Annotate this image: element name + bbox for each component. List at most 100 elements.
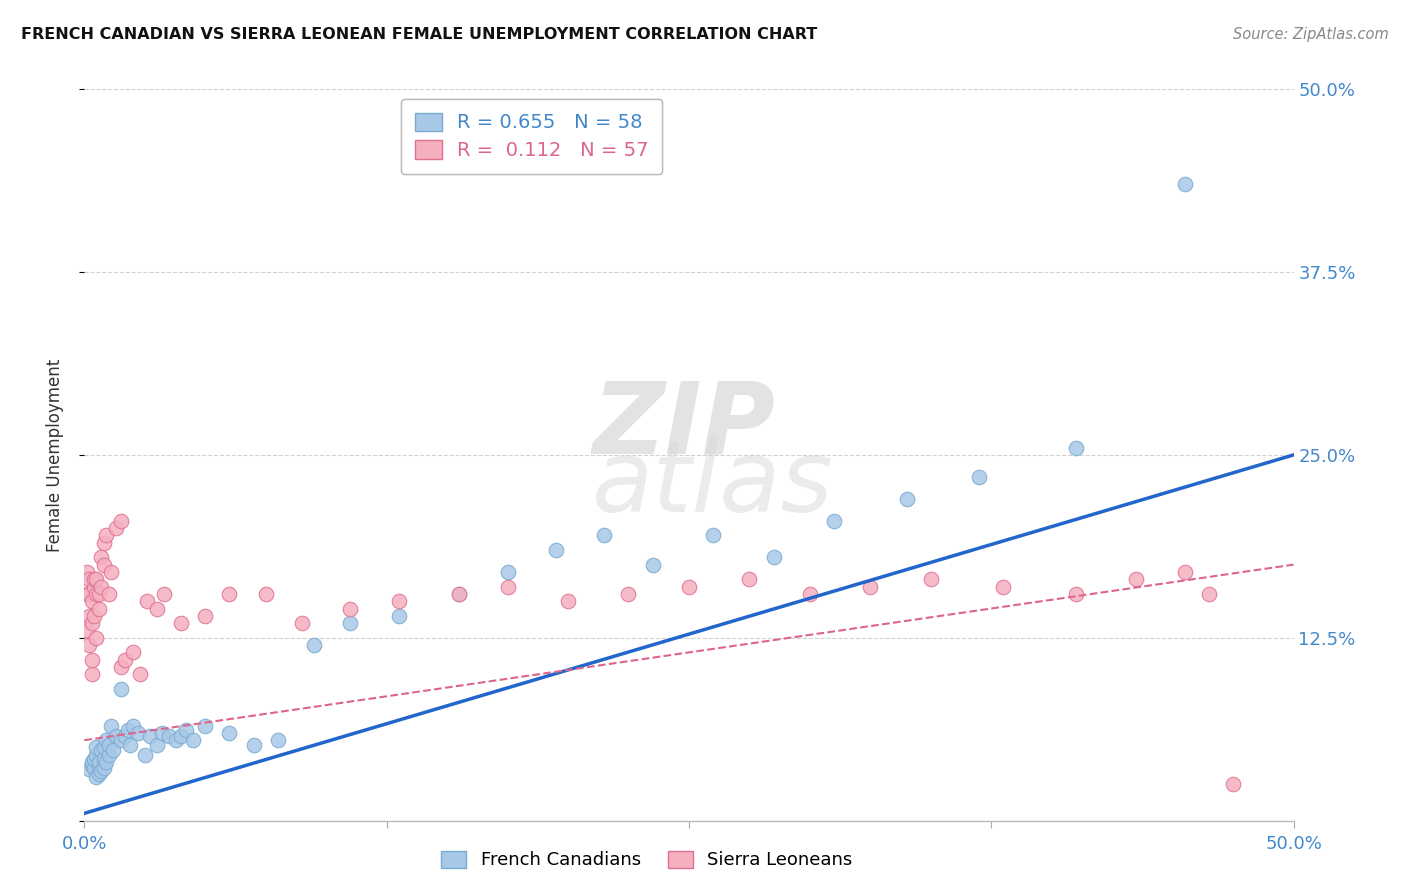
Point bbox=[174, 723, 197, 737]
Point bbox=[94, 528, 117, 542]
Y-axis label: Female Unemployment: Female Unemployment bbox=[45, 359, 63, 551]
Point bbox=[218, 726, 240, 740]
Point bbox=[339, 616, 361, 631]
Point bbox=[114, 729, 136, 743]
Point bbox=[80, 594, 103, 608]
Point bbox=[165, 733, 187, 747]
Point bbox=[129, 667, 152, 681]
Point bbox=[1198, 587, 1220, 601]
Point bbox=[80, 667, 103, 681]
Point bbox=[110, 660, 132, 674]
Point bbox=[738, 572, 761, 586]
Point bbox=[97, 747, 120, 762]
Point bbox=[86, 631, 108, 645]
Point bbox=[823, 514, 845, 528]
Point bbox=[194, 718, 217, 732]
Point bbox=[153, 587, 176, 601]
Point bbox=[104, 521, 127, 535]
Point bbox=[449, 587, 471, 601]
Point bbox=[859, 580, 882, 594]
Point bbox=[388, 608, 411, 623]
Point bbox=[97, 738, 120, 752]
Point bbox=[83, 761, 105, 775]
Point bbox=[134, 747, 156, 762]
Point bbox=[104, 729, 127, 743]
Point bbox=[77, 572, 100, 586]
Point bbox=[181, 733, 204, 747]
Point bbox=[170, 616, 193, 631]
Point bbox=[77, 638, 100, 652]
Point bbox=[110, 681, 132, 696]
Point bbox=[83, 580, 105, 594]
Text: atlas: atlas bbox=[592, 435, 834, 533]
Point bbox=[702, 528, 724, 542]
Point bbox=[920, 572, 942, 586]
Point bbox=[86, 770, 108, 784]
Point bbox=[254, 587, 277, 601]
Point bbox=[146, 601, 169, 615]
Point bbox=[496, 565, 519, 579]
Point bbox=[76, 565, 98, 579]
Point bbox=[97, 587, 120, 601]
Point bbox=[90, 743, 112, 757]
Point bbox=[302, 638, 325, 652]
Point bbox=[103, 743, 125, 757]
Point bbox=[90, 550, 112, 565]
Text: Source: ZipAtlas.com: Source: ZipAtlas.com bbox=[1233, 27, 1389, 42]
Point bbox=[967, 470, 990, 484]
Text: ZIP: ZIP bbox=[592, 377, 775, 475]
Point bbox=[1174, 565, 1197, 579]
Point bbox=[87, 767, 110, 781]
Point bbox=[136, 594, 159, 608]
Point bbox=[76, 624, 98, 638]
Point bbox=[127, 726, 149, 740]
Point bbox=[617, 587, 640, 601]
Point bbox=[93, 740, 115, 755]
Point bbox=[83, 752, 105, 766]
Point bbox=[87, 587, 110, 601]
Point bbox=[138, 729, 160, 743]
Point bbox=[87, 755, 110, 769]
Point bbox=[77, 608, 100, 623]
Point bbox=[1125, 572, 1147, 586]
Point bbox=[93, 752, 115, 766]
Point bbox=[90, 764, 112, 778]
Point bbox=[120, 738, 142, 752]
Point bbox=[557, 594, 579, 608]
Point bbox=[121, 718, 143, 732]
Legend: French Canadians, Sierra Leoneans: French Canadians, Sierra Leoneans bbox=[432, 842, 862, 879]
Point bbox=[194, 608, 217, 623]
Point bbox=[896, 491, 918, 506]
Point bbox=[496, 580, 519, 594]
Point bbox=[544, 543, 567, 558]
Point bbox=[93, 535, 115, 549]
Legend: R = 0.655   N = 58, R =  0.112   N = 57: R = 0.655 N = 58, R = 0.112 N = 57 bbox=[401, 99, 662, 174]
Point bbox=[1222, 777, 1244, 791]
Point bbox=[678, 580, 700, 594]
Point bbox=[86, 587, 108, 601]
Point bbox=[114, 653, 136, 667]
Point bbox=[170, 729, 193, 743]
Point bbox=[218, 587, 240, 601]
Point bbox=[641, 558, 664, 572]
Text: FRENCH CANADIAN VS SIERRA LEONEAN FEMALE UNEMPLOYMENT CORRELATION CHART: FRENCH CANADIAN VS SIERRA LEONEAN FEMALE… bbox=[21, 27, 817, 42]
Point bbox=[1064, 441, 1087, 455]
Point bbox=[100, 718, 122, 732]
Point bbox=[87, 601, 110, 615]
Point bbox=[1064, 587, 1087, 601]
Point bbox=[993, 580, 1015, 594]
Point bbox=[762, 550, 785, 565]
Point bbox=[94, 755, 117, 769]
Point bbox=[1174, 178, 1197, 192]
Point bbox=[77, 587, 100, 601]
Point bbox=[100, 565, 122, 579]
Point bbox=[388, 594, 411, 608]
Point bbox=[593, 528, 616, 542]
Point bbox=[86, 747, 108, 762]
Point bbox=[90, 580, 112, 594]
Point bbox=[80, 758, 103, 772]
Point bbox=[267, 733, 290, 747]
Point bbox=[86, 572, 108, 586]
Point bbox=[146, 738, 169, 752]
Point bbox=[157, 729, 180, 743]
